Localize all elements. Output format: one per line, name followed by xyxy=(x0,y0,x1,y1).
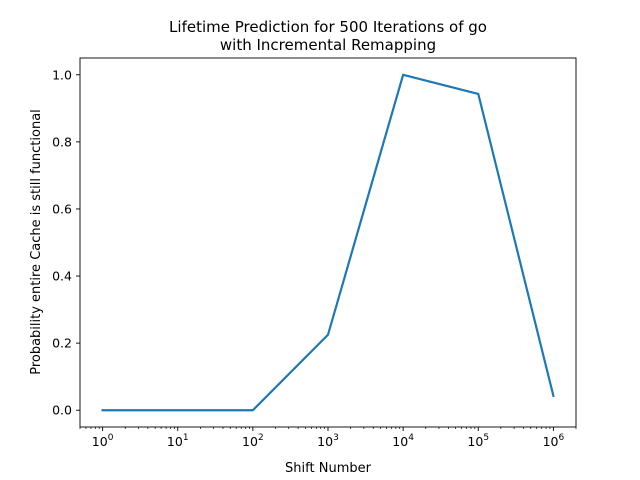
x-axis-label: Shift Number xyxy=(285,461,372,476)
x-tick-base: 10 xyxy=(392,434,408,449)
y-tick-label: 1.0 xyxy=(52,67,72,82)
x-tick-base: 10 xyxy=(167,434,183,449)
x-tick-exponent: 6 xyxy=(558,433,564,443)
x-tick-exponent: 2 xyxy=(258,433,264,443)
x-tick-label: 102 xyxy=(242,433,264,449)
x-tick-exponent: 4 xyxy=(408,433,414,443)
chart-title-line-2: with Incremental Remapping xyxy=(220,36,436,54)
x-tick-label: 100 xyxy=(92,433,114,449)
x-tick-exponent: 5 xyxy=(483,433,489,443)
chart-title-line-1: Lifetime Prediction for 500 Iterations o… xyxy=(169,18,487,36)
y-tick-label: 0.0 xyxy=(52,403,72,418)
x-tick-label: 106 xyxy=(543,433,565,449)
x-tick-label: 104 xyxy=(392,433,414,449)
x-tick-base: 10 xyxy=(242,434,258,449)
y-axis-label: Probability entire Cache is still functi… xyxy=(29,109,44,375)
axes-frame xyxy=(79,57,577,428)
y-tick-label: 0.8 xyxy=(52,134,72,149)
x-tick-base: 10 xyxy=(467,434,483,449)
y-tick-label: 0.2 xyxy=(52,336,72,351)
x-tick-label: 103 xyxy=(317,433,339,449)
y-tick-label: 0.4 xyxy=(52,269,72,284)
series-line xyxy=(101,73,555,412)
x-tick-base: 10 xyxy=(317,434,333,449)
x-tick-label: 101 xyxy=(167,433,189,449)
x-tick-exponent: 0 xyxy=(108,433,114,443)
x-tick-label: 105 xyxy=(467,433,489,449)
x-tick-base: 10 xyxy=(92,434,108,449)
x-tick-exponent: 1 xyxy=(183,433,189,443)
y-tick-label: 0.6 xyxy=(52,201,72,216)
x-tick-exponent: 3 xyxy=(333,433,339,443)
x-tick-base: 10 xyxy=(543,434,559,449)
